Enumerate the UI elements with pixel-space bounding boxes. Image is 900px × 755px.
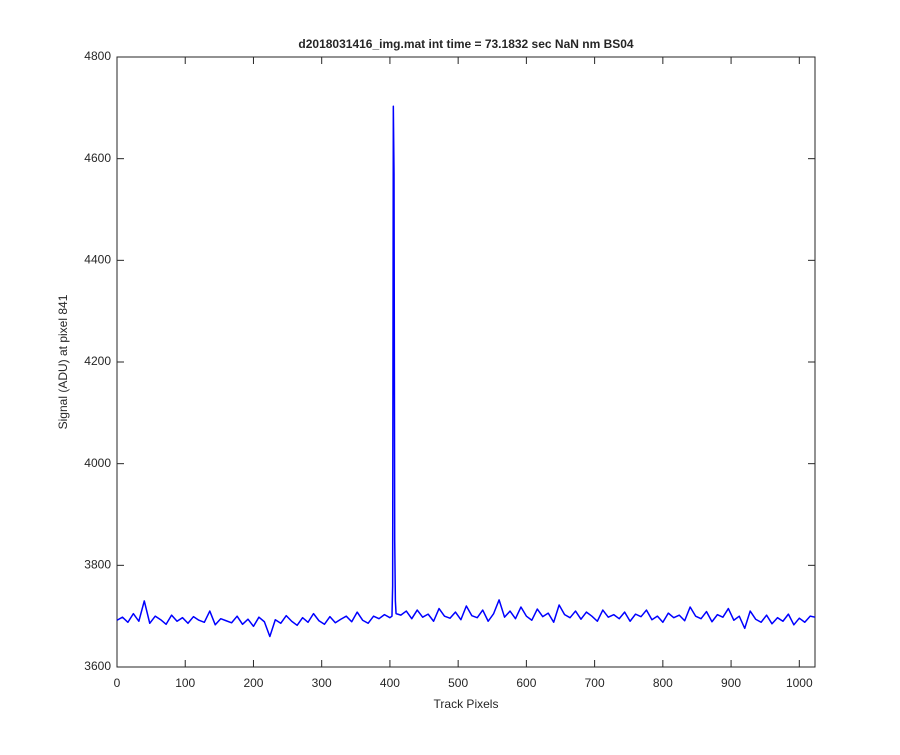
x-tick-label: 1000 <box>786 676 813 690</box>
x-tick-label: 200 <box>243 676 263 690</box>
x-tick-label: 600 <box>516 676 536 690</box>
y-axis-label: Signal (ADU) at pixel 841 <box>56 294 70 429</box>
data-line <box>116 105 816 638</box>
x-tick-label: 800 <box>653 676 673 690</box>
x-tick-label: 700 <box>585 676 605 690</box>
x-tick-label: 0 <box>114 676 121 690</box>
x-tick-label: 100 <box>175 676 195 690</box>
x-tick-label: 500 <box>448 676 468 690</box>
y-tick-label: 4000 <box>84 456 111 470</box>
y-tick-label: 3600 <box>84 659 111 673</box>
y-tick-label: 4600 <box>84 151 111 165</box>
y-tick-label: 3800 <box>84 558 111 572</box>
x-tick-label: 300 <box>312 676 332 690</box>
y-tick-label: 4800 <box>84 49 111 63</box>
x-tick-label: 400 <box>380 676 400 690</box>
chart-title: d2018031416_img.mat int time = 73.1832 s… <box>298 37 634 51</box>
y-tick-label: 4400 <box>84 253 111 267</box>
x-axis-label: Track Pixels <box>434 697 499 711</box>
x-tick-label: 900 <box>721 676 741 690</box>
y-tick-label: 4200 <box>84 354 111 368</box>
